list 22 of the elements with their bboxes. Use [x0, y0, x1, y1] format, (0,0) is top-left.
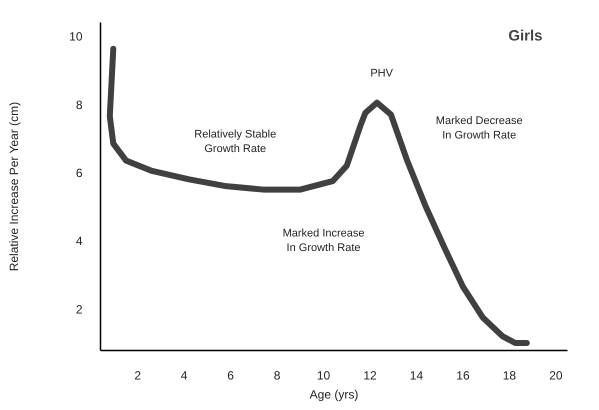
y-tick-label: 8 — [76, 98, 83, 112]
x-tick-label: 16 — [456, 368, 470, 382]
annotation: Relatively Stable Growth Rate — [194, 128, 276, 156]
x-tick-label: 2 — [134, 368, 142, 382]
x-tick-label: 10 — [316, 368, 331, 382]
annotation: Marked Increase In Growth Rate — [282, 228, 365, 254]
y-tick-label: 2 — [76, 302, 83, 316]
y-axis-title: Relative Increase Per Year (cm) — [7, 102, 22, 272]
y-tick-label: 6 — [76, 166, 83, 180]
x-axis-title: Age (yrs) — [310, 388, 358, 402]
annotation: PHV — [370, 68, 394, 80]
x-tick-label: 8 — [274, 368, 281, 382]
y-tick-label: 4 — [76, 234, 83, 248]
annotation: Marked Decrease In Growth Rate — [436, 114, 523, 142]
x-tick-label: 20 — [549, 368, 563, 382]
x-tick-label: 18 — [502, 368, 516, 382]
x-tick-label: 4 — [180, 368, 188, 382]
x-tick-label: 12 — [363, 368, 378, 382]
chart-title: Girls — [508, 28, 543, 44]
y-tick-label: 10 — [69, 30, 83, 44]
x-tick-label: 6 — [227, 368, 234, 382]
x-tick-label: 14 — [410, 368, 424, 382]
